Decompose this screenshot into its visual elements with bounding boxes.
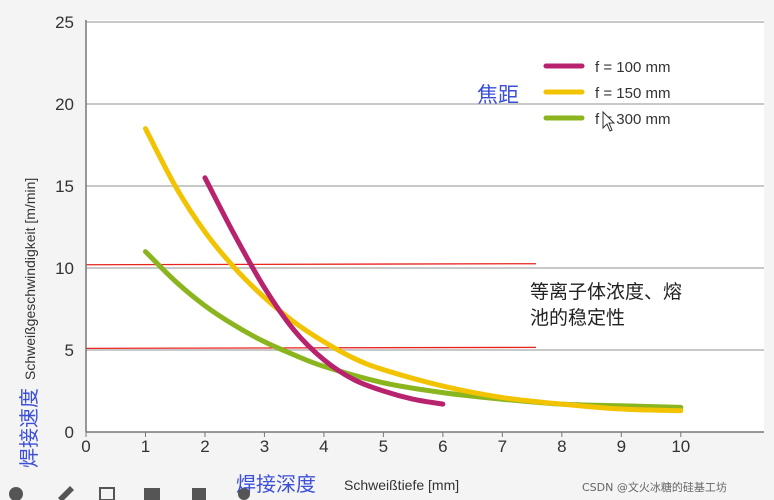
crop-icon[interactable] bbox=[99, 487, 115, 500]
x-tick-label: 3 bbox=[260, 437, 269, 456]
grid-lines bbox=[86, 21, 764, 351]
bottom-toolbar[interactable] bbox=[9, 486, 250, 500]
x-tick-label: 9 bbox=[617, 437, 626, 456]
series-lines bbox=[142, 126, 684, 414]
y-tick-label: 0 bbox=[65, 423, 74, 442]
y-tick-label: 25 bbox=[55, 13, 74, 32]
x-tick-label: 7 bbox=[498, 437, 507, 456]
save-icon[interactable] bbox=[192, 488, 206, 500]
x-tick-label: 0 bbox=[81, 437, 90, 456]
annotation-line-2: 池的稳定性 bbox=[530, 307, 625, 329]
legend-label-f100: f = 100 mm bbox=[595, 59, 670, 76]
y-axis-title-cn: 焊接速度 bbox=[17, 388, 41, 468]
legend: 焦距 f = 100 mm f = 150 mm f = 300 mm bbox=[477, 59, 670, 132]
legend-title-cn: 焦距 bbox=[477, 83, 519, 107]
x-tick-label: 1 bbox=[141, 437, 150, 456]
play-icon[interactable] bbox=[9, 487, 23, 500]
x-tick-label: 10 bbox=[671, 437, 690, 456]
pen-icon[interactable] bbox=[58, 486, 74, 500]
y-tick-label: 10 bbox=[55, 259, 74, 278]
share-icon[interactable] bbox=[238, 488, 250, 500]
y-axis-title: 焊接速度 Schweißgeschwindigkeit [m/min] bbox=[17, 178, 41, 468]
x-tick-label: 6 bbox=[438, 437, 447, 456]
x-tick-label: 8 bbox=[557, 437, 566, 456]
y-tick-label: 20 bbox=[55, 95, 74, 114]
tick-labels: 0 5 10 15 20 25 0 1 2 3 4 5 6 7 8 9 10 bbox=[55, 13, 690, 456]
watermark: CSDN @文火冰糖的硅基工坊 bbox=[582, 480, 727, 494]
annotation-line-1: 等离子体浓度、熔 bbox=[530, 281, 682, 303]
legend-label-f150: f = 150 mm bbox=[595, 85, 670, 102]
x-tick-label: 5 bbox=[379, 437, 388, 456]
series-line-1 bbox=[142, 126, 684, 414]
series-line-0 bbox=[202, 175, 446, 407]
x-tick-label: 4 bbox=[319, 437, 328, 456]
mouse-cursor-icon bbox=[602, 110, 616, 132]
y-tick-label: 15 bbox=[55, 177, 74, 196]
x-axis-title-de: Schweißtiefe [mm] bbox=[344, 477, 459, 493]
x-tick-label: 2 bbox=[200, 437, 209, 456]
plot-area bbox=[86, 20, 764, 432]
legend-label-f300: f = 300 mm bbox=[595, 111, 670, 128]
y-tick-label: 5 bbox=[65, 341, 74, 360]
screen-icon[interactable] bbox=[144, 488, 160, 500]
y-axis-title-de: Schweißgeschwindigkeit [m/min] bbox=[22, 178, 38, 380]
